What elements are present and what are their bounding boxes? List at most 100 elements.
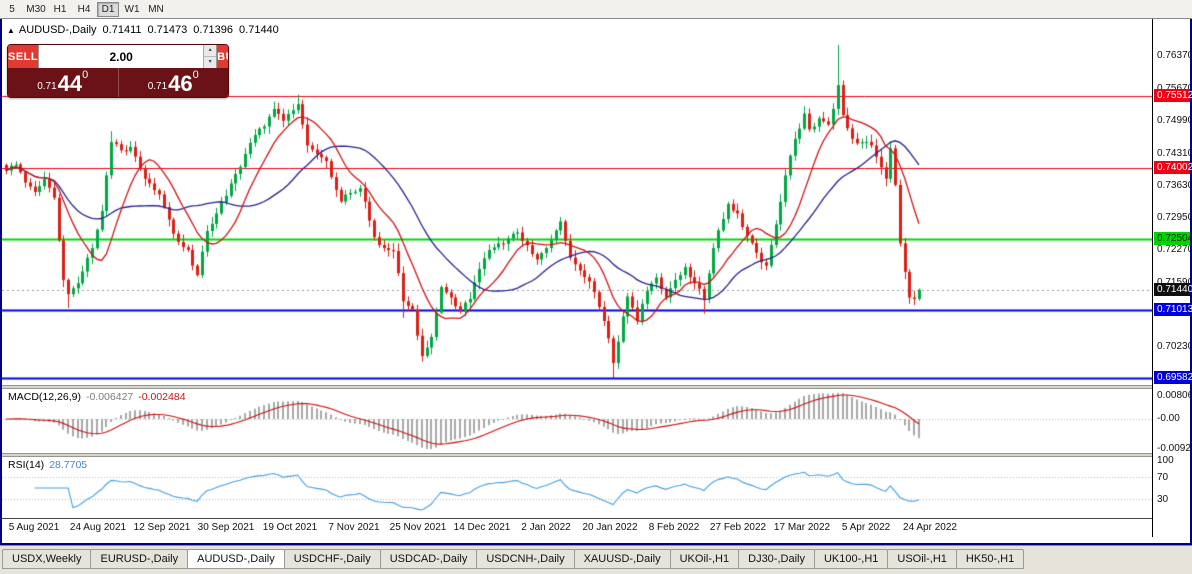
bid-ask-row: 0.71 44 0 0.71 46 0: [8, 68, 228, 97]
macd-tick-label: -0.00: [1157, 413, 1180, 425]
symbol-tab-usdcad-daily[interactable]: USDCAD-,Daily: [379, 549, 478, 569]
symbol-tabs: USDX,Weekly EURUSD-,Daily AUDUSD-,Daily USD…: [2, 549, 1192, 569]
date-tick-label: 19 Oct 2021: [262, 522, 318, 533]
price-badge: 0.74002: [1154, 161, 1192, 175]
ask-prefix: 0.71: [147, 81, 168, 92]
bid-point: 0: [82, 69, 89, 81]
symbol-tab-usdx-weekly[interactable]: USDX,Weekly: [2, 549, 92, 569]
bid-pips: 44: [57, 71, 83, 96]
price-tick-label: 0.72950: [1157, 212, 1192, 224]
price-tick-label: 0.74310: [1157, 147, 1192, 159]
ask-pips: 46: [168, 71, 193, 96]
window-border-left: [0, 19, 2, 543]
timeframe-button-H1[interactable]: H1: [53, 3, 67, 15]
symbol-tab-eurusd-daily[interactable]: EURUSD-,Daily: [90, 549, 189, 569]
timeframe-button-5[interactable]: 5: [9, 3, 15, 15]
ohlc-low: 0.71396: [193, 24, 234, 36]
window-border-bottom: [0, 543, 1192, 545]
ohlc-high: 0.71473: [147, 24, 188, 36]
rsi-tick-label: 70: [1157, 471, 1169, 483]
price-tick-label: 0.72270: [1157, 244, 1192, 256]
rsi-value: 28.7705: [49, 459, 88, 471]
symbol-tab-usdchf-daily[interactable]: USDCHF-,Daily: [283, 549, 381, 569]
macd-indicator-canvas[interactable]: [2, 389, 1152, 453]
volume-control: ▴ ▾: [39, 45, 217, 68]
rsi-tick-label: 30: [1157, 494, 1169, 506]
date-tick-label: 24 Aug 2021: [69, 522, 127, 533]
rsi-indicator-canvas[interactable]: [2, 457, 1152, 518]
macd-main-value: -0.006427: [85, 391, 134, 403]
chart-title: ▲ AUDUSD-,Daily 0.71411 0.71473 0.71396 …: [7, 24, 279, 36]
date-tick-label: 24 Apr 2022: [903, 522, 957, 533]
trade-controls-row: SELL ▴ ▾ BUY: [8, 45, 228, 68]
price-tick-label: 0.70230: [1157, 341, 1192, 353]
symbol-tab-hk50-h1[interactable]: HK50-,H1: [955, 549, 1025, 569]
macd-label: MACD(12,26,9): [8, 391, 81, 403]
buy-button[interactable]: BUY: [217, 45, 228, 68]
price-tick-label: 0.74990: [1157, 115, 1192, 127]
macd-tick-label: -0.00928: [1157, 443, 1192, 454]
price-badge: 0.69582: [1154, 371, 1192, 385]
volume-spinner: ▴ ▾: [203, 45, 217, 68]
symbol-tab-audusd-daily[interactable]: AUDUSD-,Daily: [187, 549, 285, 569]
macd-signal-value: -0.002484: [138, 391, 186, 403]
time-axis[interactable]: 5 Aug 2021 24 Aug 2021 12 Sep 2021 30 Sep 2…: [2, 519, 1150, 537]
timeframe-button-MN[interactable]: MN: [148, 3, 164, 15]
timeframe-button-W1[interactable]: W1: [124, 3, 140, 15]
sell-button[interactable]: SELL: [8, 45, 39, 68]
chart-symbol-period: AUDUSD-,Daily: [18, 24, 97, 36]
price-tick-label: 0.76370: [1157, 49, 1192, 61]
price-badge: 0.72504: [1154, 232, 1192, 246]
price-badge: 0.75512: [1154, 89, 1192, 103]
volume-down-button[interactable]: ▾: [204, 57, 217, 68]
ask-price: 0.71 46 0: [119, 68, 229, 97]
ohlc-open: 0.71411: [102, 24, 142, 36]
date-tick-label: 14 Dec 2021: [453, 522, 511, 533]
date-tick-label: 20 Jan 2022: [582, 522, 638, 533]
price-tick-label: 0.71590: [1157, 277, 1192, 288]
date-tick-label: 30 Sep 2021: [197, 522, 255, 533]
timeframe-toolbar: 5 M30 H1 H4 D1 W1 MN: [0, 0, 1192, 19]
timeframe-button-H4[interactable]: H4: [77, 3, 91, 15]
timeframe-button-M30[interactable]: M30: [26, 3, 46, 15]
date-tick-label: 25 Nov 2021: [389, 522, 447, 533]
price-badge: 0.71440: [1154, 282, 1192, 296]
date-tick-label: 8 Feb 2022: [648, 522, 700, 533]
date-tick-label: 5 Aug 2021: [8, 522, 60, 533]
macd-tick-label: 0.008061: [1157, 390, 1192, 401]
symbol-tab-bar: USDX,Weekly EURUSD-,Daily AUDUSD-,Daily USD…: [0, 545, 1192, 574]
rsi-label: RSI(14): [8, 459, 45, 471]
ohlc-close: 0.71440: [239, 24, 279, 36]
window-border-right: [1190, 19, 1192, 543]
date-tick-label: 17 Mar 2022: [773, 522, 831, 533]
bid-price: 0.71 44 0: [8, 68, 118, 97]
date-tick-label: 27 Feb 2022: [709, 522, 767, 533]
chart-marker-icon: ▲: [7, 25, 15, 35]
ask-point: 0: [192, 69, 199, 81]
symbol-tab-usoil-h1[interactable]: USOil-,H1: [887, 549, 957, 569]
price-divider: [117, 68, 119, 97]
date-tick-label: 7 Nov 2021: [328, 522, 380, 533]
symbol-tab-dj30-daily[interactable]: DJ30-,Daily: [738, 549, 815, 569]
price-tick-label: 0.73630: [1157, 179, 1192, 191]
price-badge: 0.71013: [1154, 303, 1192, 317]
date-tick-label: 2 Jan 2022: [521, 522, 571, 533]
pane-separator[interactable]: [0, 453, 1192, 457]
symbol-tab-uk100-h1[interactable]: UK100-,H1: [813, 549, 889, 569]
rsi-tick-label: 100: [1157, 455, 1174, 466]
rsi-header: RSI(14) 28.7705: [8, 459, 87, 471]
symbol-tab-xauusd-daily[interactable]: XAUUSD-,Daily: [573, 549, 671, 569]
time-axis-line: [2, 518, 1190, 519]
bid-prefix: 0.71: [37, 81, 57, 92]
volume-up-button[interactable]: ▴: [204, 45, 217, 57]
symbol-tab-usdcnh-daily[interactable]: USDCNH-,Daily: [476, 549, 575, 569]
price-axis[interactable]: 0.76370 0.75670 0.74990 0.74310 0.73630 0.729…: [1152, 19, 1192, 537]
macd-header: MACD(12,26,9) -0.006427 -0.002484: [8, 391, 186, 403]
date-tick-label: 12 Sep 2021: [133, 522, 191, 533]
timeframe-button-D1[interactable]: D1: [97, 1, 119, 17]
symbol-tab-ukoil-h1[interactable]: UKOil-,H1: [669, 549, 740, 569]
volume-input[interactable]: [39, 45, 204, 68]
pane-separator[interactable]: [0, 385, 1192, 389]
